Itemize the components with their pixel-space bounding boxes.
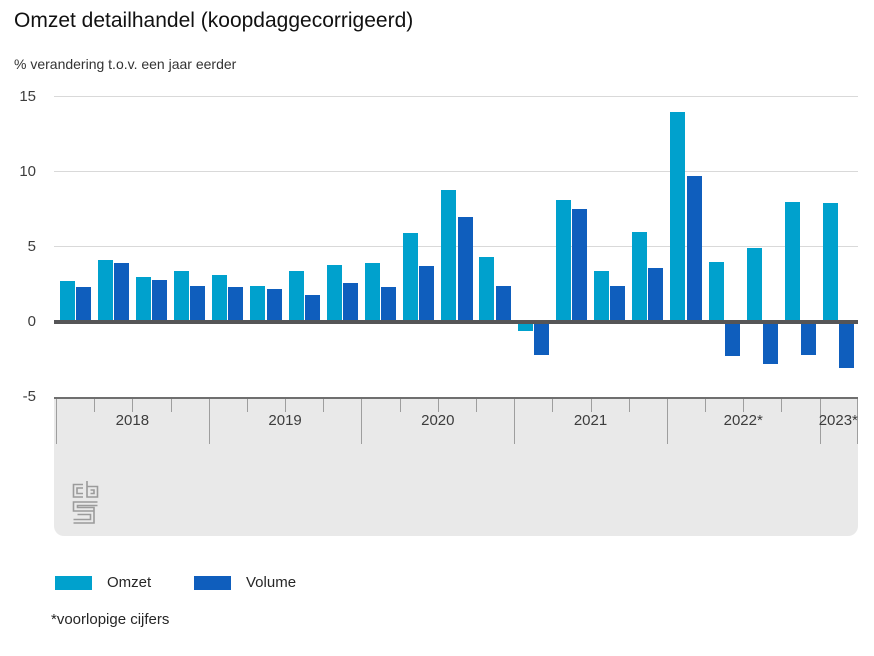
quarter-tick (399, 399, 401, 412)
y-axis-label: 0 (27, 312, 36, 330)
bar-volume-2018-q4 (190, 285, 206, 322)
chart-subtitle: % verandering t.o.v. een jaar eerder (14, 56, 237, 72)
y-axis-label: 10 (19, 162, 36, 180)
year-label-2022: 2022* (723, 412, 763, 429)
quarter-tick (170, 399, 172, 412)
quarter-tick (628, 399, 630, 412)
quarter-tick (246, 399, 248, 412)
bar-volume-2019-q4 (342, 282, 358, 322)
bar-omzet-2022-q3 (746, 248, 762, 322)
bar-volume-2021-q4 (648, 267, 664, 322)
quarter-tick (285, 399, 287, 412)
bar-omzet-2018-q2 (97, 260, 113, 322)
bar-omzet-2019-q2 (250, 285, 266, 322)
quarter-tick (781, 399, 783, 412)
year-tick (857, 399, 858, 444)
bar-volume-2020-q2 (419, 266, 435, 322)
bar-omzet-2022-q2 (708, 261, 724, 322)
quarter-tick (437, 399, 439, 412)
quarter-tick (705, 399, 707, 412)
bar-volume-2018-q3 (152, 279, 168, 322)
bar-volume-2019-q2 (266, 288, 282, 322)
legend-label-volume: Volume (246, 574, 297, 591)
year-label-2018: 2018 (115, 412, 150, 429)
bar-omzet-2019-q4 (326, 264, 342, 322)
year-tick (514, 399, 516, 444)
legend-swatch-volume (194, 575, 231, 590)
year-tick (208, 399, 210, 444)
chart-title: Omzet detailhandel (koopdaggecorrigeerd) (14, 9, 414, 32)
bar-volume-2018-q1 (75, 287, 91, 322)
bar-volume-2022-q2 (724, 321, 740, 356)
bar-omzet-2022-q4 (784, 201, 800, 322)
bar-volume-2020-q3 (457, 216, 473, 322)
bar-omzet-2018-q3 (135, 276, 151, 322)
bar-omzet-2019-q3 (288, 270, 304, 322)
bar-omzet-2020-q2 (403, 233, 419, 322)
bar-volume-2020-q1 (381, 287, 397, 322)
bar-volume-2022-q4 (801, 321, 817, 355)
bar-omzet-2020-q1 (364, 263, 380, 322)
y-axis-label: 15 (19, 87, 36, 105)
footnote: *voorlopige cijfers (51, 611, 170, 628)
gridline (54, 171, 858, 172)
x-axis-band: 2018 2019 2020 2021 2022* 2023* (54, 397, 858, 536)
quarter-tick (552, 399, 554, 412)
gridline (54, 96, 858, 97)
quarter-tick (743, 399, 745, 412)
bar-omzet-2019-q1 (212, 275, 228, 322)
year-label-2023: 2023* (818, 412, 858, 429)
quarter-tick (94, 399, 96, 412)
legend-item-volume: Volume (194, 574, 296, 591)
year-label-2021: 2021 (573, 412, 608, 429)
bar-omzet-2021-q3 (594, 270, 610, 322)
year-tick (819, 399, 821, 444)
legend-swatch-omzet (55, 575, 92, 590)
bar-omzet-2021-q4 (632, 231, 648, 322)
quarter-tick (132, 399, 134, 412)
legend-label-omzet: Omzet (107, 574, 152, 591)
bar-omzet-2018-q4 (174, 270, 190, 322)
quarter-tick (323, 399, 325, 412)
bar-omzet-2021-q1 (517, 321, 533, 331)
bar-omzet-2020-q4 (479, 257, 495, 322)
bar-omzet-2021-q2 (555, 200, 571, 322)
y-axis-label: 5 (27, 237, 36, 255)
year-label-2020: 2020 (421, 412, 455, 429)
bar-volume-2021-q3 (610, 285, 626, 322)
zero-axis-line (54, 319, 858, 324)
legend-item-omzet: Omzet (55, 574, 151, 591)
year-tick (56, 399, 57, 444)
bar-omzet-2022-q1 (670, 111, 686, 322)
quarter-tick (475, 399, 477, 412)
year-tick (361, 399, 363, 444)
year-tick (666, 399, 668, 444)
bar-volume-2019-q1 (228, 287, 244, 322)
bar-omzet-2020-q3 (441, 189, 457, 322)
y-axis-label: -5 (22, 387, 36, 405)
quarter-tick (590, 399, 592, 412)
year-label-2019: 2019 (268, 412, 302, 429)
cbs-logo (72, 481, 99, 524)
bar-volume-2022-q1 (686, 176, 702, 322)
bar-omzet-2018-q1 (59, 281, 75, 322)
bar-volume-2022-q3 (762, 321, 778, 364)
bar-volume-2018-q2 (113, 263, 129, 322)
bar-volume-2021-q2 (572, 209, 588, 322)
bar-volume-2020-q4 (495, 285, 511, 322)
bar-volume-2019-q3 (304, 294, 320, 322)
bar-volume-2023-q1 (839, 321, 855, 368)
bar-omzet-2023-q1 (823, 203, 839, 322)
bar-volume-2021-q1 (533, 321, 549, 355)
